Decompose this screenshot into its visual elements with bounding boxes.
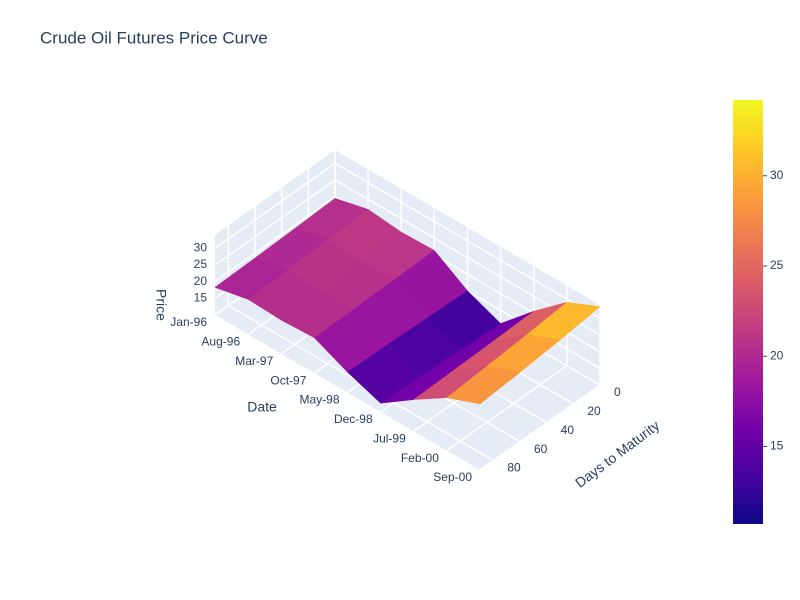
y-axis-title: Days to Maturity <box>572 417 662 491</box>
y-tick-label: 0 <box>614 385 621 399</box>
grid-line <box>479 384 601 471</box>
z-tick-label: 25 <box>194 257 208 271</box>
colorbar-tick-label: 20 <box>770 348 784 362</box>
colorbar-tick-label: 30 <box>770 168 784 182</box>
y-tick-label: 60 <box>534 442 548 456</box>
z-tick-label: 30 <box>194 241 208 255</box>
x-tick-label: Oct-97 <box>270 373 306 387</box>
x-tick-label: Jul-99 <box>373 431 406 445</box>
grid-line <box>334 162 601 319</box>
grid-line <box>214 196 336 283</box>
surface-cell <box>446 366 521 405</box>
grid-line <box>214 162 336 249</box>
grid-line <box>214 179 336 266</box>
x-tick-label: Jan-96 <box>170 315 207 329</box>
x-tick-label: Aug-96 <box>201 335 240 349</box>
x-axis-title: Date <box>247 399 277 415</box>
colorbar-tick-label: 15 <box>770 439 784 453</box>
z-tick-label: 20 <box>194 274 208 288</box>
x-tick-label: Sep-00 <box>433 470 472 484</box>
grid-line <box>446 365 568 452</box>
z-axis-title: Price <box>153 289 169 321</box>
x-tick-label: Feb-00 <box>401 451 439 465</box>
y-tick-label: 40 <box>561 423 575 437</box>
x-tick-label: Dec-98 <box>334 412 373 426</box>
x-tick-label: Mar-97 <box>235 354 273 368</box>
colorbar <box>733 100 763 524</box>
colorbar-tick-label: 25 <box>770 258 784 272</box>
surface <box>214 198 601 405</box>
x-tick-label: May-98 <box>299 393 339 407</box>
y-tick-label: 20 <box>587 404 601 418</box>
chart-title: Crude Oil Futures Price Curve <box>40 28 268 47</box>
z-tick-label: 15 <box>194 291 208 305</box>
y-tick-label: 80 <box>507 461 521 475</box>
